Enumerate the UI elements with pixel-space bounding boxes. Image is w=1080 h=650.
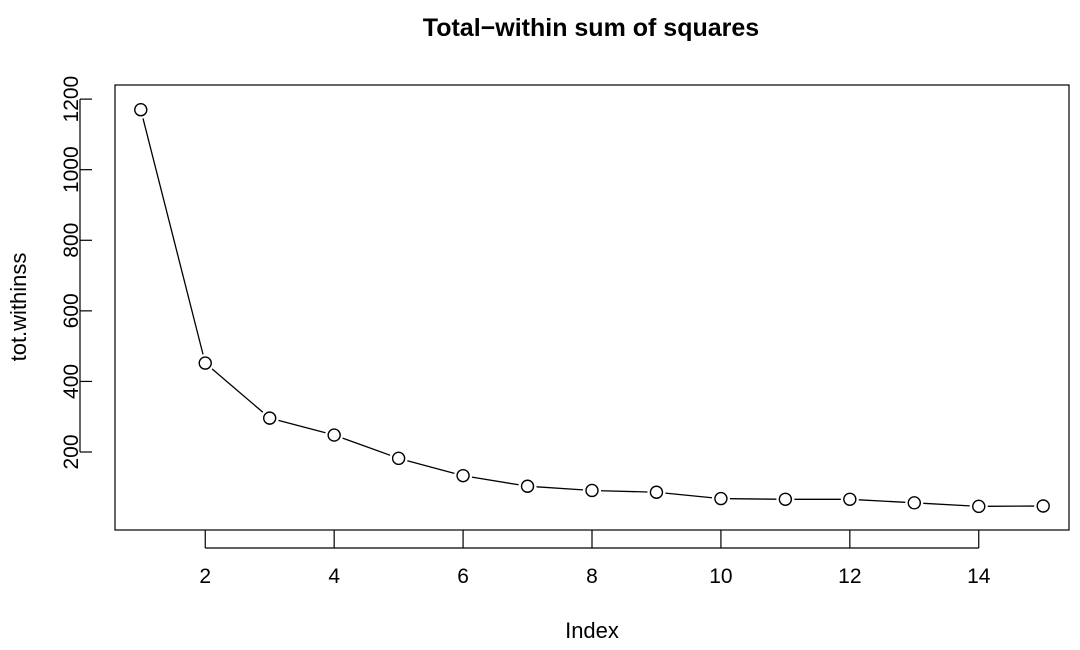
series-line-segment (342, 437, 391, 456)
data-point (778, 492, 793, 506)
series-line-segment (407, 460, 455, 474)
x-tick-label: 12 (838, 565, 861, 588)
data-point (327, 428, 341, 442)
y-axis-label: tot.withinss (6, 253, 31, 362)
x-tick-label: 2 (199, 565, 211, 588)
series-line-segment (536, 486, 584, 491)
series-line-segment (729, 498, 777, 500)
x-tick-label: 6 (457, 565, 469, 588)
x-tick-label: 4 (328, 565, 340, 588)
data-point (134, 103, 148, 117)
data-point (714, 491, 728, 506)
series-line-segment (858, 499, 906, 503)
x-axis: 2 4 6 8 10 12 14 (199, 530, 991, 588)
data-point (972, 499, 986, 514)
data-point (585, 483, 599, 498)
y-tick-label: 800 (60, 223, 83, 258)
series-line-segment (278, 419, 326, 434)
y-axis: 200 400 600 800 1000 1200 (60, 76, 92, 470)
y-tick-label: 1200 (60, 76, 83, 123)
data-point (456, 468, 470, 483)
plot-frame (114, 84, 1070, 531)
series-line-segment (211, 368, 264, 413)
series-line-segment (600, 490, 648, 493)
data-point (520, 479, 535, 493)
y-tick-label: 1000 (60, 146, 83, 193)
data-point (391, 451, 406, 466)
y-tick-label: 200 (60, 434, 83, 469)
y-tick-label: 600 (60, 293, 83, 328)
x-axis-label: Index (565, 618, 619, 643)
series-line-segment (471, 476, 519, 486)
data-point (907, 496, 921, 510)
x-tick-label: 8 (586, 565, 598, 588)
data-point (843, 492, 857, 506)
data-point (263, 411, 277, 425)
series-layer (134, 103, 1050, 514)
chart-title: Total−within sum of squares (423, 14, 759, 42)
series-line-segment (142, 118, 204, 355)
data-point (1036, 499, 1050, 513)
y-tick-label: 400 (60, 364, 83, 399)
x-tick-label: 14 (967, 565, 991, 588)
data-point (198, 356, 212, 370)
series-line-segment (665, 492, 713, 499)
x-tick-label: 10 (709, 565, 732, 588)
series-line-segment (923, 502, 970, 507)
data-point (649, 485, 664, 499)
